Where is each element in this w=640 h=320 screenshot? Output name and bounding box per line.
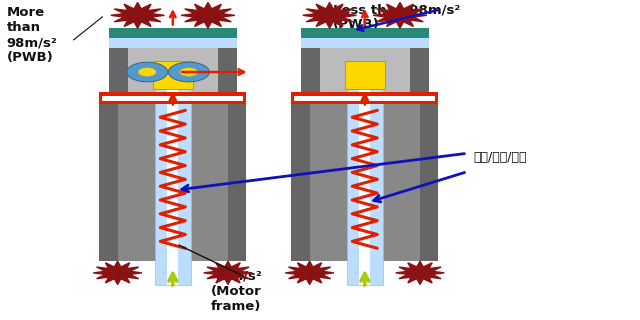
Bar [168,89,178,285]
Circle shape [168,62,209,82]
Bar [99,98,246,260]
Circle shape [127,62,168,82]
Text: More
than
98m/s²
(PWB): More than 98m/s² (PWB) [6,6,57,64]
Polygon shape [181,3,235,28]
Bar [291,92,438,104]
Polygon shape [303,3,356,28]
Polygon shape [373,3,427,28]
Bar [218,28,237,92]
Bar [109,38,237,47]
Bar [347,89,383,285]
Bar [420,98,438,260]
Text: Less than 98m/s²
(PWB): Less than 98m/s² (PWB) [333,3,460,31]
Bar [99,92,246,104]
Text: 49m/s²
(Motor
frame): 49m/s² (Motor frame) [211,270,262,313]
Polygon shape [93,261,142,284]
Bar [291,98,310,260]
Bar [301,28,320,92]
Bar [99,98,118,260]
Bar [291,102,438,104]
Bar [153,61,193,89]
Polygon shape [111,3,164,28]
Bar [109,28,128,92]
Bar [301,38,429,47]
Bar [294,96,435,101]
Bar [155,89,191,285]
Bar [301,28,429,38]
Bar [291,98,438,260]
Bar [320,28,410,92]
Bar [360,89,370,285]
Text: 震动/冲击/高温: 震动/冲击/高温 [474,151,527,164]
Circle shape [138,68,156,76]
Bar [109,28,237,38]
Bar [102,96,243,101]
Bar [99,102,246,104]
Bar [128,28,218,92]
Circle shape [180,68,198,76]
Bar [345,61,385,89]
Polygon shape [204,261,252,284]
Bar [410,28,429,92]
Polygon shape [285,261,334,284]
Bar [228,98,246,260]
Polygon shape [396,261,444,284]
